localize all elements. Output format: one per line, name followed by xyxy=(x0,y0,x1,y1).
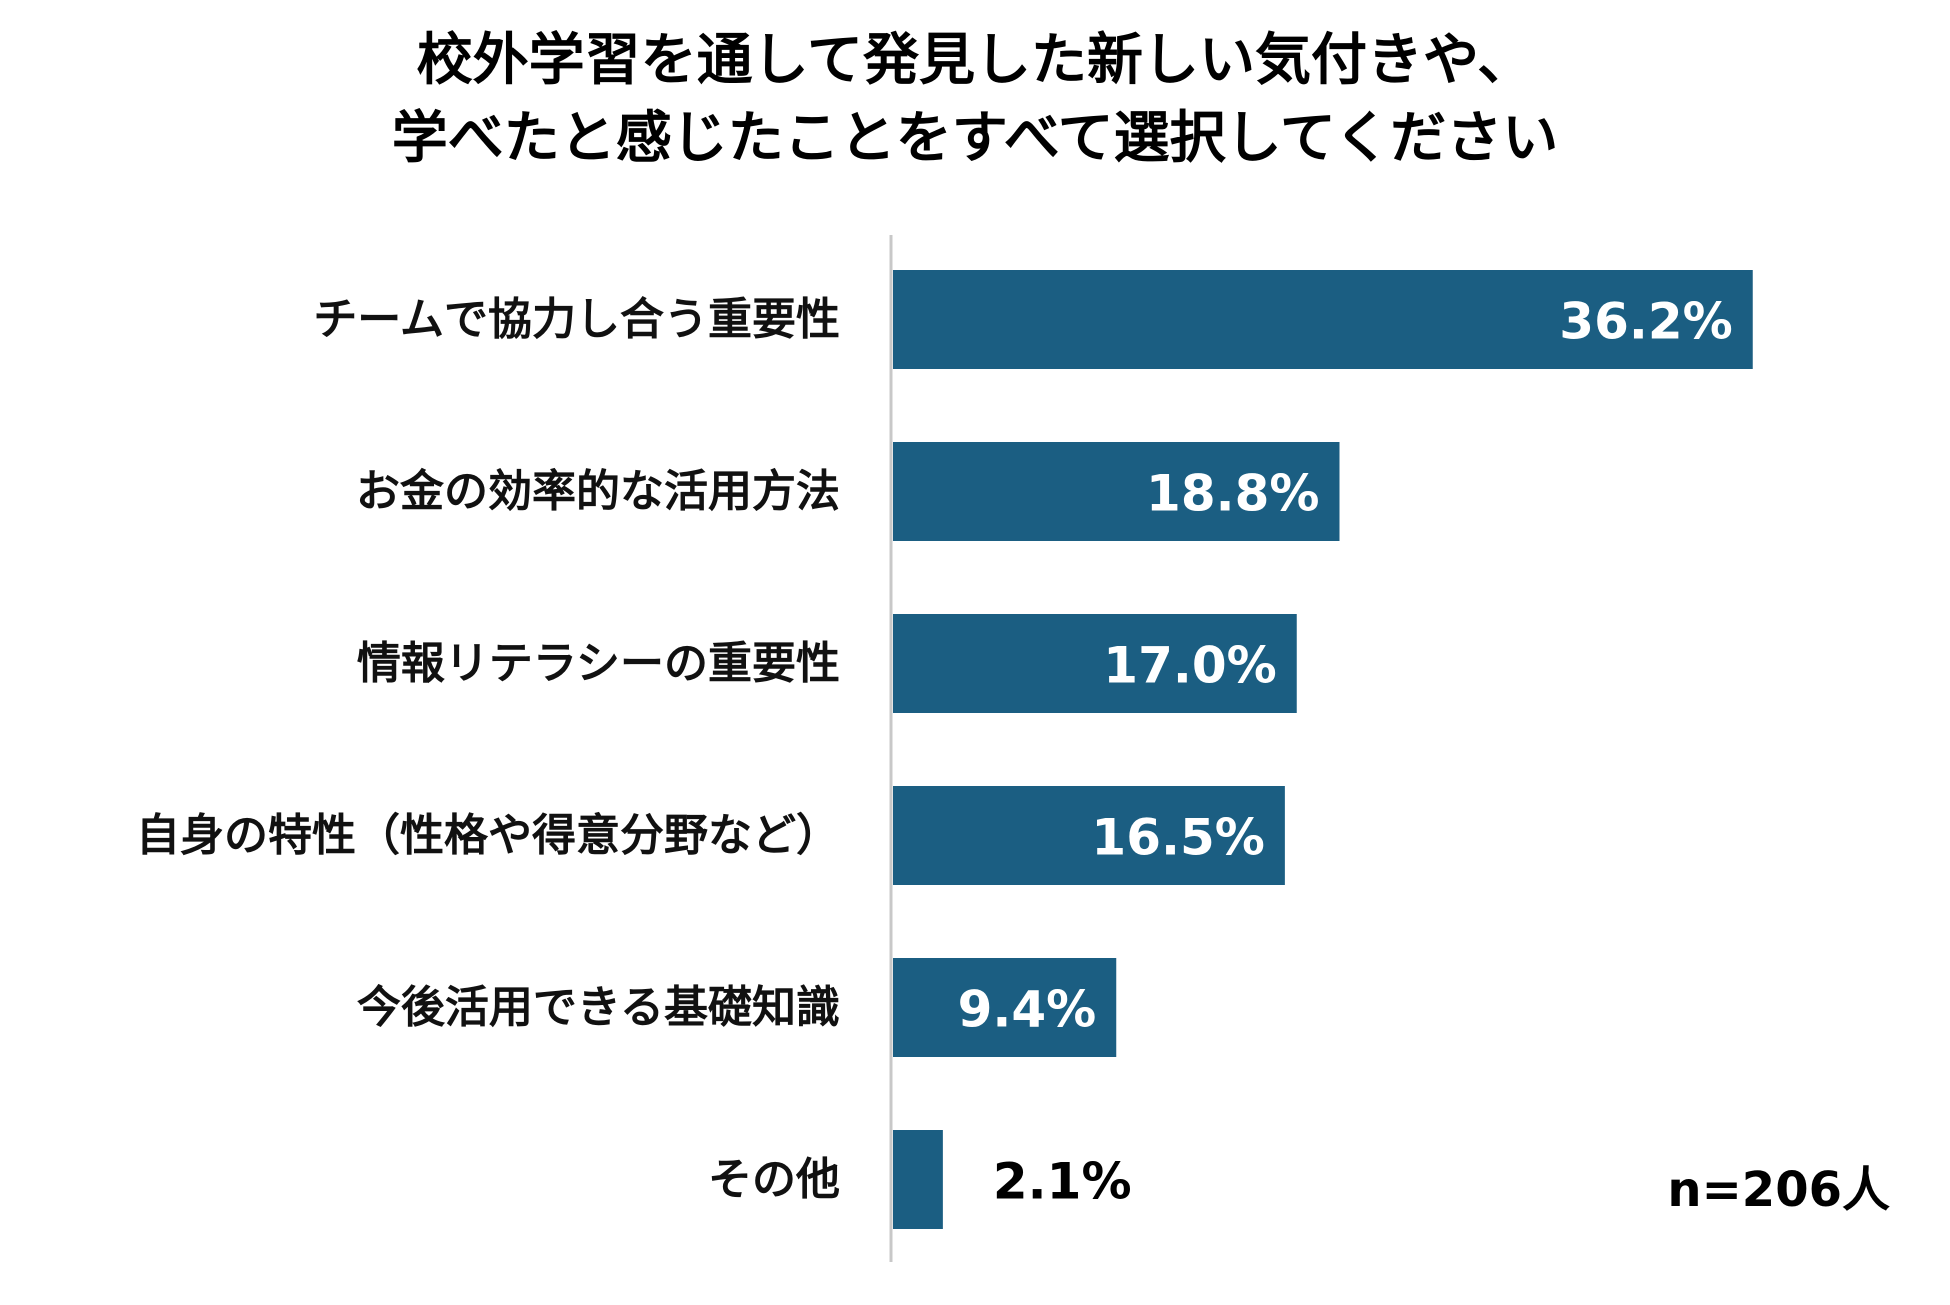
value-label: 36.2% xyxy=(1559,293,1732,351)
sample-size-note: n=206人 xyxy=(1667,1162,1890,1218)
category-label: 情報リテラシーの重要性 xyxy=(357,638,840,689)
category-label: チームで協力し合う重要性 xyxy=(313,294,840,345)
category-label: その他 xyxy=(708,1154,840,1205)
bar xyxy=(893,786,1285,885)
bar xyxy=(893,958,1117,1057)
value-label: 16.5% xyxy=(1091,809,1264,867)
value-label: 9.4% xyxy=(958,981,1097,1039)
chart-title: 校外学習を通して発見した新しい気付きや、 学べたと感じたことをすべて選択してくだ… xyxy=(0,22,1950,178)
bar xyxy=(893,1130,943,1229)
category-label: 今後活用できる基礎知識 xyxy=(357,982,840,1033)
chart-title-line-1: 校外学習を通して発見した新しい気付きや、 xyxy=(416,28,1534,93)
value-label: 18.8% xyxy=(1146,465,1319,523)
value-label: 17.0% xyxy=(1103,637,1276,695)
category-label: お金の効率的な活用方法 xyxy=(356,466,840,517)
category-label: 自身の特性（性格や得意分野など） xyxy=(136,810,840,861)
chart-title-line-2: 学べたと感じたことをすべて選択してください xyxy=(391,106,1559,171)
bar xyxy=(893,442,1340,541)
value-label: 2.1% xyxy=(993,1153,1132,1211)
bar xyxy=(893,614,1297,713)
bar xyxy=(893,270,1753,369)
